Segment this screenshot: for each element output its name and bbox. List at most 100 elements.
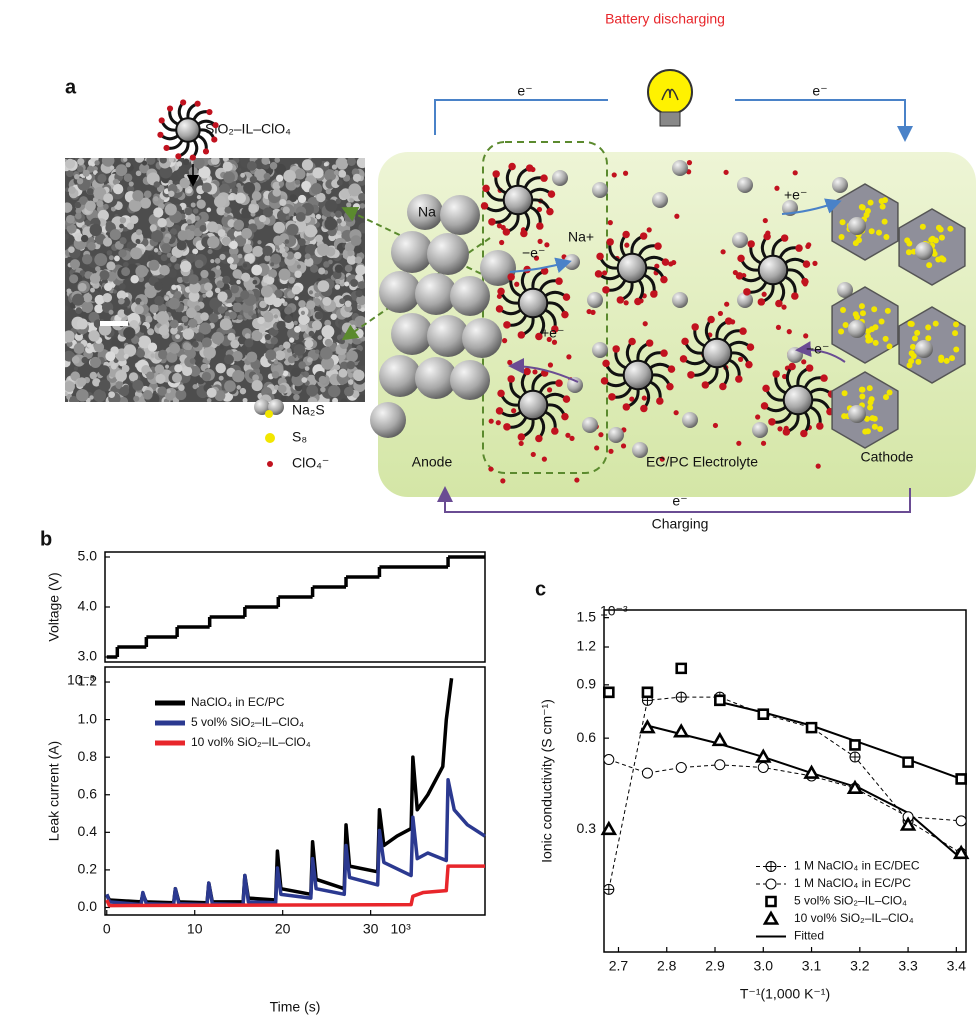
sulfur <box>879 198 885 204</box>
sem-grain <box>313 167 324 178</box>
sem-grain <box>190 358 196 364</box>
anion <box>761 441 766 446</box>
sulfur <box>854 314 860 320</box>
sulfur <box>839 234 845 240</box>
sem-grain <box>183 328 195 340</box>
sem-grain <box>207 221 218 232</box>
sulfur <box>842 390 848 396</box>
sem-grain <box>235 193 246 204</box>
sem-grain <box>237 168 241 172</box>
anion <box>623 171 628 176</box>
sulfur <box>840 219 846 225</box>
sulfur <box>912 335 918 341</box>
sem-grain <box>102 154 115 167</box>
sem-grain <box>147 328 154 335</box>
sem-grain <box>103 293 112 302</box>
sem-grain <box>197 200 206 209</box>
sem-grain <box>271 337 278 344</box>
sulfur <box>882 219 888 225</box>
sem-grain <box>189 225 195 231</box>
sem-grain <box>334 365 340 371</box>
sem-grain <box>279 181 284 186</box>
anion <box>621 443 626 448</box>
anion <box>762 385 769 392</box>
sphere <box>567 377 583 393</box>
anion <box>668 365 675 372</box>
sem-grain <box>82 254 92 264</box>
electron-label: e⁻ <box>672 493 687 509</box>
sphere <box>462 318 502 358</box>
anion <box>774 186 779 191</box>
data-point <box>757 751 769 762</box>
sem-grain <box>218 306 226 314</box>
sulfur <box>926 262 932 268</box>
sem-grain <box>273 222 285 234</box>
anion <box>624 243 629 248</box>
anion <box>190 154 196 160</box>
anion <box>548 362 553 367</box>
sem-grain <box>279 269 291 281</box>
anion <box>540 174 547 181</box>
sem-grain <box>323 261 330 268</box>
sem-grain <box>215 363 225 373</box>
sem-grain <box>339 298 345 304</box>
anion <box>788 363 795 370</box>
sem-grain <box>332 398 338 404</box>
sem-grain <box>295 169 306 180</box>
sem-grain <box>74 367 78 371</box>
sem-grain <box>330 212 335 217</box>
data-point <box>604 755 614 765</box>
sphere <box>672 160 688 176</box>
anion <box>496 305 503 312</box>
data-point <box>677 664 686 673</box>
sem-grain <box>257 317 264 324</box>
sem-grain <box>240 173 245 178</box>
sem-grain <box>191 202 196 207</box>
sphere <box>552 170 568 186</box>
anion <box>763 218 768 223</box>
anion <box>507 375 514 382</box>
sem-grain <box>90 273 101 284</box>
sem-grain <box>342 323 353 334</box>
sem-grain <box>210 259 214 263</box>
y-axis-label: Leak current (A) <box>46 741 62 841</box>
sem-grain <box>285 239 290 244</box>
anion <box>542 457 547 462</box>
sphere <box>608 427 624 443</box>
bulb-base <box>660 112 680 126</box>
sulfur <box>860 310 866 316</box>
charging-label: Charging <box>652 516 709 532</box>
legend-label: 1 M NaClO₄ in EC/PC <box>794 876 911 890</box>
anion <box>622 231 629 238</box>
anion <box>805 244 810 249</box>
sem-grain <box>357 305 361 309</box>
sem-grain <box>81 235 88 242</box>
sem-grain <box>121 267 130 276</box>
sem-grain <box>345 265 353 273</box>
sem-grain <box>345 300 352 307</box>
anion <box>489 419 494 424</box>
sem-image <box>59 153 369 409</box>
sem-grain <box>320 387 326 393</box>
anion <box>718 311 723 316</box>
sulfur <box>939 235 945 241</box>
sem-grain <box>307 357 312 362</box>
anion <box>736 441 741 446</box>
sem-grain <box>178 384 185 391</box>
sem-grain <box>195 260 204 269</box>
sphere <box>379 355 421 397</box>
anion <box>488 218 495 225</box>
anion <box>535 435 542 442</box>
sem-grain <box>123 327 135 339</box>
anion <box>211 137 217 143</box>
sem-grain <box>165 365 169 369</box>
anion <box>159 117 165 123</box>
sem-grain <box>295 180 300 185</box>
sem-grain <box>272 371 279 378</box>
legend-marker <box>767 897 776 906</box>
sem-grain <box>252 246 263 257</box>
legend-label: NaClO₄ in EC/PC <box>191 695 285 709</box>
sem-grain <box>218 229 226 237</box>
sphere <box>391 313 433 355</box>
sem-grain <box>228 195 234 201</box>
